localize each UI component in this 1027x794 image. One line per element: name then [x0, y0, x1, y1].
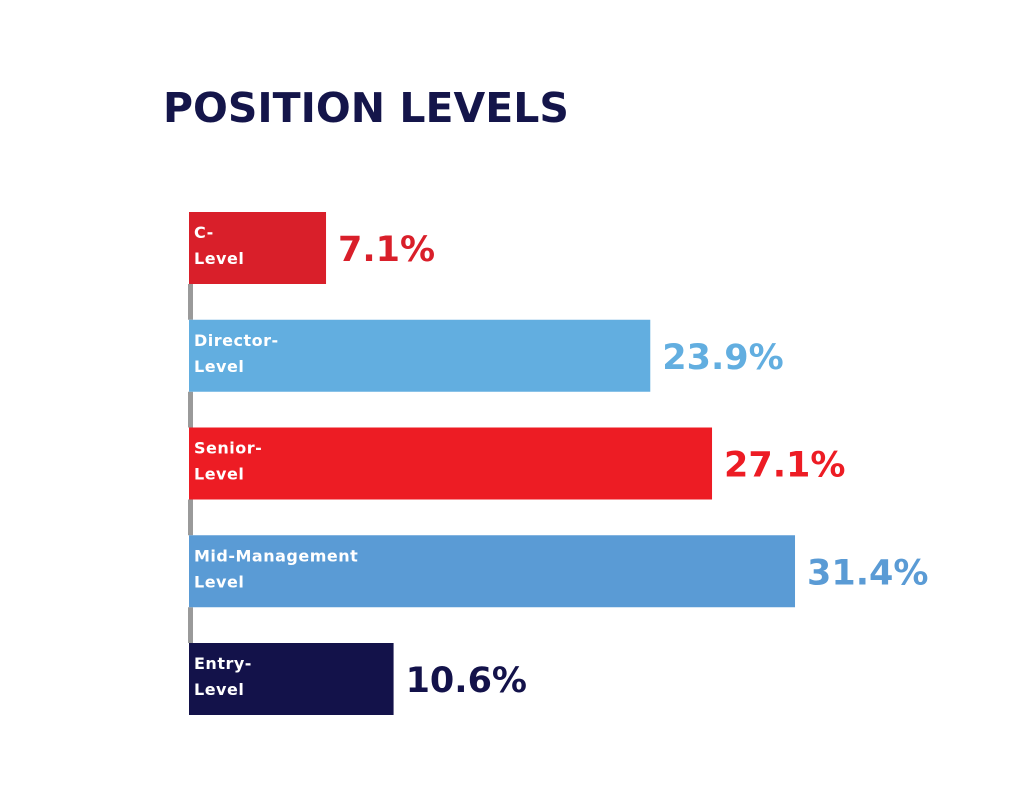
value-label: 23.9% [662, 338, 783, 378]
bar [189, 319, 651, 392]
category-label: Level [194, 357, 244, 376]
value-label: 31.4% [807, 553, 928, 593]
connector-line [188, 499, 193, 536]
value-label: 10.6% [406, 661, 527, 701]
category-label: Entry- [194, 654, 252, 673]
category-label: Mid-Management [194, 546, 358, 565]
bar [189, 535, 796, 608]
bar [189, 212, 327, 284]
category-label: Senior- [194, 439, 262, 458]
category-label: Level [194, 680, 244, 699]
category-label: Level [194, 465, 244, 484]
connector-line [188, 607, 193, 643]
bar [189, 643, 394, 715]
category-label: C- [194, 223, 214, 242]
connector-line [188, 391, 193, 428]
connector-line [188, 284, 193, 320]
category-label: Director- [194, 331, 279, 350]
bar [189, 427, 713, 500]
value-label: 27.1% [724, 446, 845, 486]
value-label: 7.1% [338, 230, 435, 270]
category-label: Level [194, 572, 244, 591]
chart-title: POSITION LEVELS [163, 84, 569, 132]
category-label: Level [194, 249, 244, 268]
